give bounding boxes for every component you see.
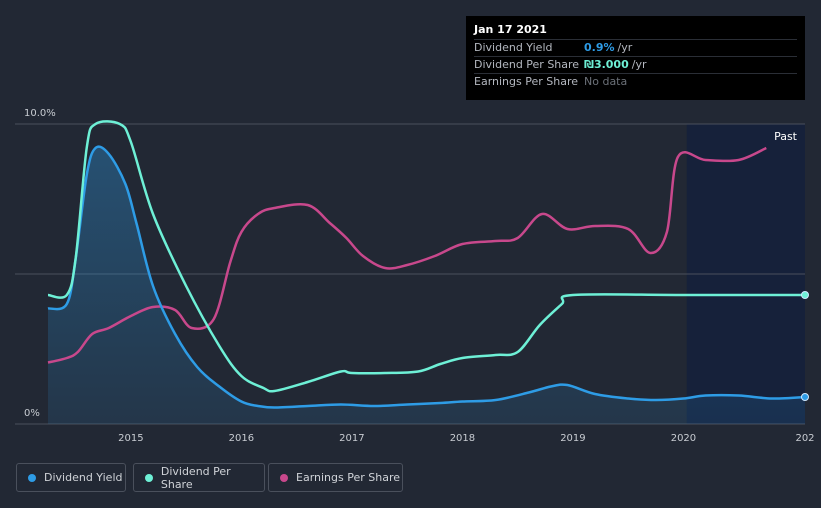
legend-label: Dividend Yield <box>44 471 123 484</box>
legend-label: Earnings Per Share <box>296 471 401 484</box>
tooltip-value: ₪3.000 <box>584 58 629 71</box>
x-tick-label: 2015 <box>118 433 143 444</box>
tick-layer: 2015 2016 2017 2018 2019 2020 202 10.0% 0% <box>24 108 815 444</box>
x-tick-label: 2020 <box>671 433 696 444</box>
legend-item-dividend-per-share[interactable]: Dividend Per Share <box>133 463 265 492</box>
dividend-per-share-line <box>47 120 805 393</box>
tooltip-row-dividend-per-share: Dividend Per Share ₪3.000 /yr <box>474 56 797 73</box>
dividend-yield-end-marker <box>801 393 809 401</box>
x-tick-label: 2018 <box>450 433 475 444</box>
tooltip-label: Earnings Per Share <box>474 75 579 88</box>
legend-item-dividend-yield[interactable]: Dividend Yield <box>16 463 126 492</box>
legend-dot-icon <box>145 473 153 482</box>
dividend-yield-line <box>47 145 806 409</box>
dividend-per-share-end-marker <box>801 291 809 299</box>
legend-dot-icon <box>280 473 288 482</box>
x-tick-label: 202 <box>795 433 814 444</box>
tooltip-unit: /yr <box>631 58 647 71</box>
y-tick-label-bottom: 0% <box>24 408 40 419</box>
line-layer <box>47 120 809 409</box>
x-tick-label: 2016 <box>229 433 254 444</box>
earnings-per-share-line <box>47 146 767 364</box>
y-tick-label-top: 10.0% <box>24 108 56 119</box>
tooltip-row-earnings-per-share: Earnings Per Share No data <box>474 73 797 90</box>
tooltip-date: Jan 17 2021 <box>474 23 547 36</box>
x-tick-label: 2017 <box>339 433 364 444</box>
x-tick-label: 2019 <box>560 433 585 444</box>
legend-label: Dividend Per Share <box>160 464 231 491</box>
tooltip-unit: /yr <box>617 41 633 54</box>
tooltip-label: Dividend Per Share <box>474 58 580 71</box>
tooltip-label: Dividend Yield <box>474 41 553 54</box>
tooltip-value: 0.9% <box>584 41 615 54</box>
tooltip-row-dividend-yield: Dividend Yield 0.9% /yr <box>474 39 797 56</box>
past-label: Past <box>774 130 798 143</box>
legend-dot-icon <box>28 473 36 482</box>
tooltip-value: No data <box>584 75 628 88</box>
legend-item-earnings-per-share[interactable]: Earnings Per Share <box>268 463 403 492</box>
tooltip: Jan 17 2021 Dividend Yield 0.9% /yr Divi… <box>466 16 805 100</box>
